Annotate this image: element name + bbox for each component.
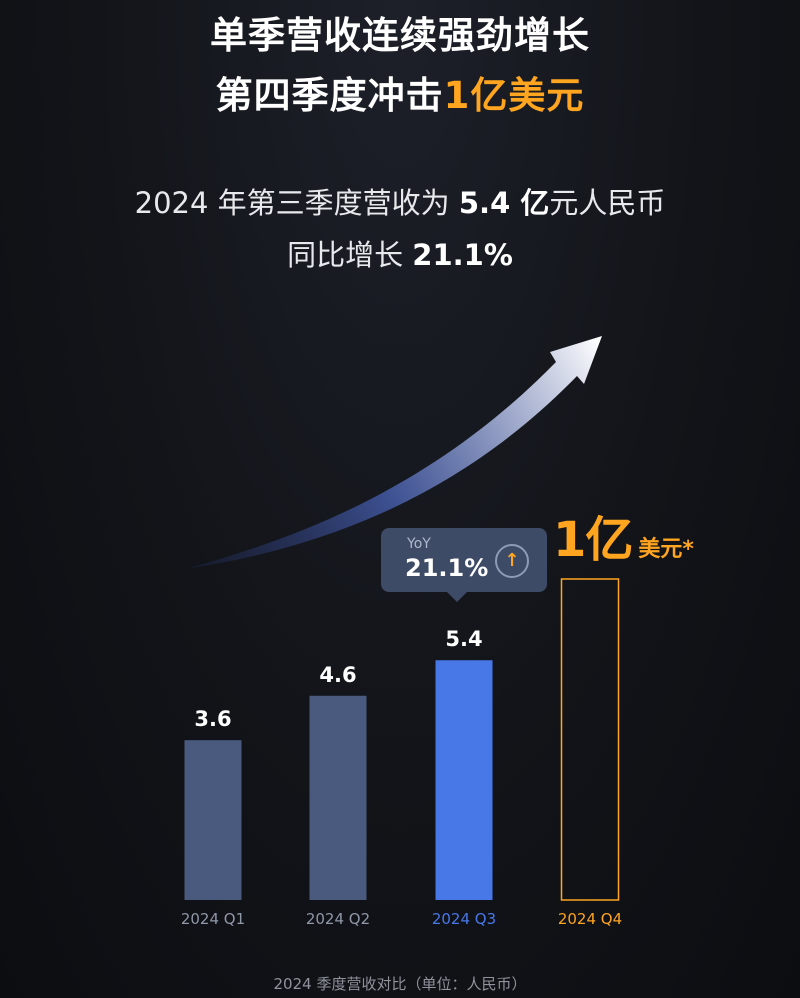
category-label: 2024 Q3 [432,910,496,928]
bar-2024-q3 [435,660,493,900]
value-label: 4.6 [319,663,356,687]
headline-line2-prefix: 第四季度冲击 [215,74,444,117]
subtitle-line1: 2024 年第三季度营收为 5.4 亿元人民币 [0,185,800,221]
category-label: 2024 Q2 [306,910,370,928]
q4-target-label: 1亿 美元* [553,500,694,570]
headline-line2: 第四季度冲击1亿美元 [0,74,800,118]
value-labels-layer: 3.6 4.6 5.4 [194,627,482,731]
arrow-up-circle-icon: ↑ [495,544,529,578]
subtitle-line2: 同比增长 21.1% [0,237,800,273]
q4-target-unit: 美元* [638,537,694,562]
subtitle-line1-prefix: 2024 年第三季度营收为 [134,186,459,220]
category-label: 2024 Q1 [181,910,245,928]
headline-line1: 单季营收连续强劲增长 [210,14,590,57]
value-label: 3.6 [194,707,231,731]
subtitle-line2-value: 21.1% [412,238,513,272]
subtitle-line1-suffix: 元人民币 [549,186,666,220]
bar-2024-q2 [309,695,367,900]
headline-line2-highlight: 1亿美元 [443,74,585,117]
bars-layer [184,578,620,901]
value-label: 5.4 [445,627,482,651]
bar-2024-q1 [184,740,242,900]
category-labels-layer: 2024 Q1 2024 Q2 2024 Q3 2024 Q4 [181,910,622,928]
yoy-tooltip-label: YoY [407,536,431,552]
subtitle-line2-prefix: 同比增长 [287,238,413,272]
growth-arrow-icon [185,336,602,569]
yoy-tooltip-value: 21.1% [405,554,489,582]
bar-target-2024-q4 [560,578,620,901]
q4-target-number: 1亿 [553,512,633,568]
category-label: 2024 Q4 [558,910,622,928]
subtitle-line1-value: 5.4 亿 [458,186,550,220]
chart-footnote: 2024 季度营收对比（单位：人民币） [273,975,527,993]
yoy-tooltip: YoY 21.1% ↑ [381,528,547,602]
